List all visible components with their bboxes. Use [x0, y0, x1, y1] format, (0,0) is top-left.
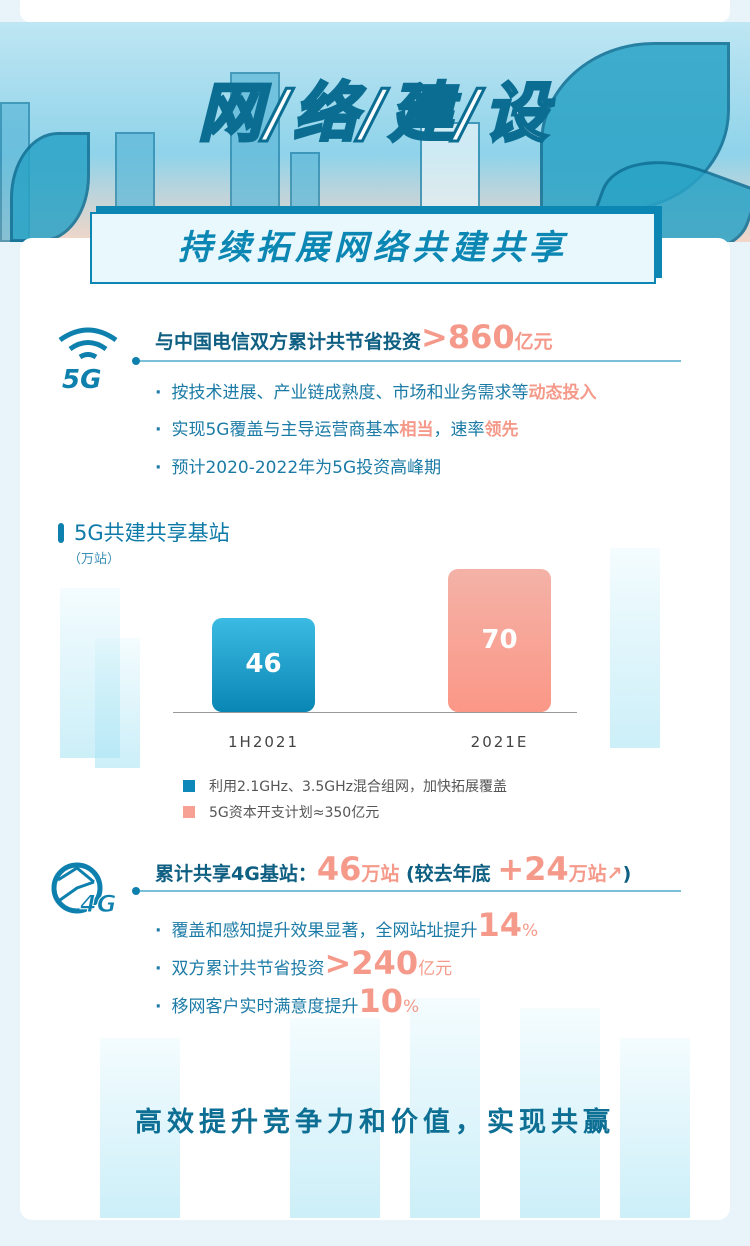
arrow-up-icon: ↗ [606, 863, 623, 885]
4g-globe-icon: 4G [51, 862, 117, 919]
4g-headline: 累计共享4G基站：46万站 (较去年底 +24万站↗) [155, 850, 632, 888]
x-axis [173, 712, 577, 713]
divider [132, 887, 681, 895]
subtitle-banner: 持续拓展网络共建共享 [90, 212, 656, 284]
top-strip [20, 0, 730, 22]
5g-headline: 与中国电信双方累计共节省投资>860亿元 [155, 318, 553, 356]
x-tick-label: 1H2021 [228, 733, 299, 751]
data-label: 70 [481, 625, 518, 656]
data-label: 46 [245, 649, 282, 680]
chart-title: 5G共建共享基站 [58, 517, 230, 547]
x-tick-label: 2021E [470, 733, 529, 751]
bullet-item: 覆盖和感知提升效果显著，全网站址提升14% [155, 906, 538, 944]
page-title: 网/络/建/设 [196, 76, 553, 153]
footer-slogan: 高效提升竞争力和价值，实现共赢 [135, 1107, 615, 1138]
bullet-item: 预计2020-2022年为5G投资高峰期 [155, 453, 441, 478]
bullet-item: 双方累计共节省投资>240亿元 [155, 944, 452, 982]
bar-2021E: 70 [448, 569, 551, 712]
bullet-item: 实现5G覆盖与主导运营商基本相当，速率领先 [155, 415, 518, 440]
bullet-item: 按技术进展、产业链成熟度、市场和业务需求等动态投入 [155, 378, 596, 403]
divider [132, 357, 681, 365]
5g-signal-icon: 5G [58, 327, 118, 392]
svg-text:5G: 5G [62, 365, 101, 392]
bar-1H2021: 46 [212, 618, 315, 712]
chart-unit: （万站） [68, 552, 121, 567]
legend-item: 5G资本开支计划≈350亿元 [183, 802, 379, 822]
svg-text:4G: 4G [79, 890, 116, 918]
legend-item: 利用2.1GHz、3.5GHz混合组网，加快拓展覆盖 [183, 776, 507, 796]
bullet-item: 移网客户实时满意度提升10% [155, 982, 419, 1020]
